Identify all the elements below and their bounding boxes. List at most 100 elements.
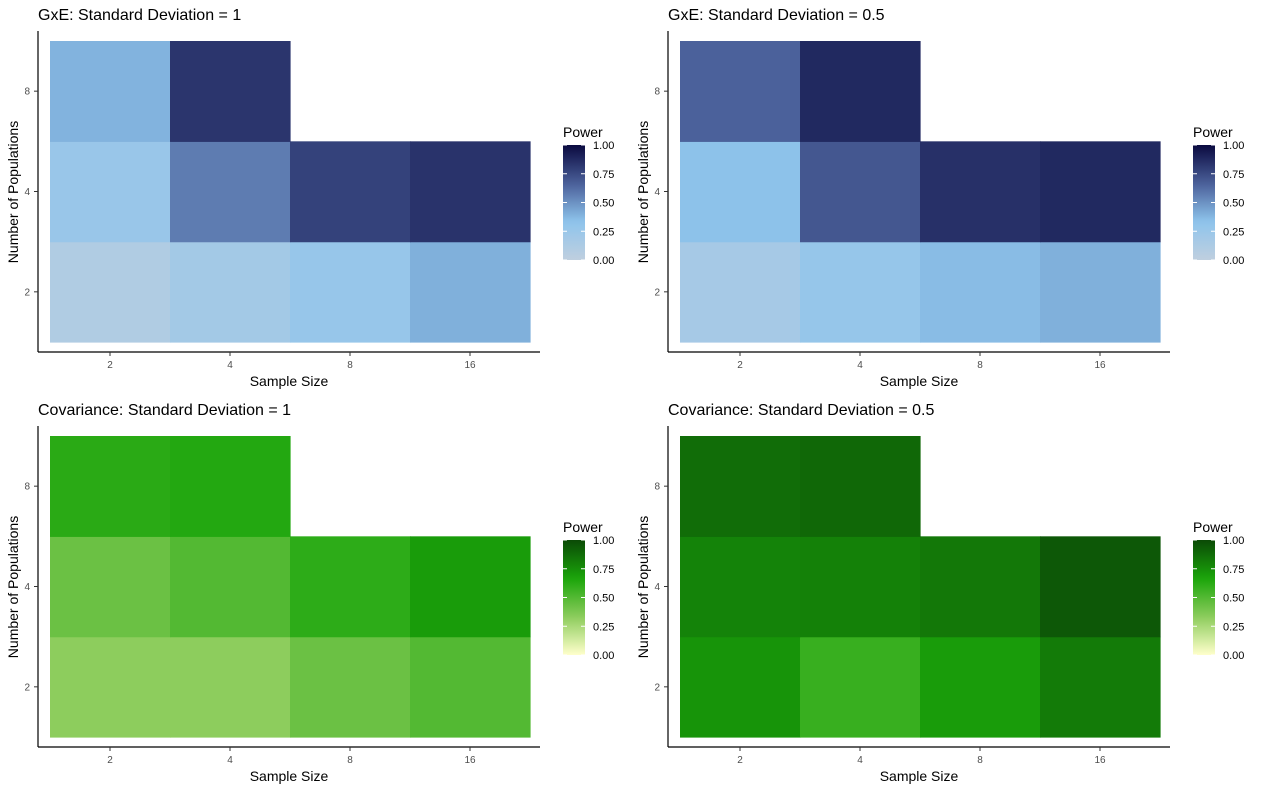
legend-tick-label: 0.25 xyxy=(593,621,614,633)
heatmap-cell-2-2 xyxy=(680,241,801,343)
x-tick-label: 2 xyxy=(107,360,113,371)
heatmap-cell-16-4 xyxy=(1040,141,1161,243)
y-tick-label: 8 xyxy=(24,482,30,493)
heatmap-cell-2-8 xyxy=(50,41,171,142)
legend-tick-label: 0.25 xyxy=(1223,621,1244,633)
heatmap-cell-16-4 xyxy=(410,536,531,638)
heatmap-cell-4-8 xyxy=(170,41,291,142)
x-tick-label: 4 xyxy=(227,755,233,766)
heatmap-cell-8-2 xyxy=(920,241,1041,343)
legend-colorbar xyxy=(563,145,585,260)
heatmap-cell-4-4 xyxy=(800,141,921,243)
y-tick-label: 2 xyxy=(24,287,30,298)
x-tick-label: 4 xyxy=(857,360,863,371)
heatmap-cell-2-4 xyxy=(680,141,801,243)
heatmap-cell-4-4 xyxy=(800,536,921,638)
heatmap-cell-8-2 xyxy=(290,636,411,738)
heatmap-cell-8-2 xyxy=(290,241,411,343)
x-tick-label: 8 xyxy=(347,360,353,371)
legend-title: Power xyxy=(1193,519,1233,535)
heatmap-cell-2-4 xyxy=(50,536,171,638)
heatmap-cell-2-4 xyxy=(680,536,801,638)
legend-tick-label: 1.00 xyxy=(593,140,614,152)
heatmap-cell-4-4 xyxy=(170,536,291,638)
y-axis-label: Number of Populations xyxy=(635,121,651,263)
x-tick-label: 16 xyxy=(464,360,476,371)
heatmap-cell-8-4 xyxy=(920,141,1041,243)
heatmap-cell-2-4 xyxy=(50,141,171,243)
legend-tick-label: 0.75 xyxy=(1223,564,1244,576)
x-axis-label: Sample Size xyxy=(250,373,329,389)
x-tick-label: 2 xyxy=(737,360,743,371)
x-tick-label: 8 xyxy=(347,755,353,766)
legend-tick-label: 1.00 xyxy=(1223,535,1244,547)
y-tick-label: 8 xyxy=(654,87,660,98)
heatmap-cell-2-2 xyxy=(50,241,171,343)
x-tick-label: 8 xyxy=(977,360,983,371)
legend-title: Power xyxy=(563,519,603,535)
legend-tick-label: 0.25 xyxy=(1223,226,1244,238)
heatmap-cell-4-8 xyxy=(800,436,921,537)
x-tick-label: 16 xyxy=(1094,360,1106,371)
y-axis-label: Number of Populations xyxy=(5,516,21,658)
heatmap-cell-8-2 xyxy=(920,636,1041,738)
heatmap-cell-4-8 xyxy=(170,436,291,537)
legend-tick-label: 0.00 xyxy=(1223,650,1244,662)
chart-panel-2: GxE: Standard Deviation = 0.52 4 8 16248Sam… xyxy=(635,7,1244,389)
heatmap-cell-16-2 xyxy=(410,241,531,343)
heatmap-cell-16-4 xyxy=(1040,536,1161,638)
heatmap-cell-2-8 xyxy=(680,41,801,142)
y-tick-label: 4 xyxy=(654,582,660,593)
x-axis-label: Sample Size xyxy=(880,373,959,389)
x-tick-label: 2 xyxy=(107,755,113,766)
x-axis-label: Sample Size xyxy=(880,768,959,784)
y-tick-label: 4 xyxy=(24,582,30,593)
legend-colorbar xyxy=(563,540,585,655)
heatmap-cell-8-4 xyxy=(290,141,411,243)
heatmap-cell-4-4 xyxy=(170,141,291,243)
legend-colorbar xyxy=(1193,145,1215,260)
x-tick-label: 16 xyxy=(464,755,476,766)
y-tick-label: 8 xyxy=(24,87,30,98)
heatmap-cell-4-2 xyxy=(170,636,291,738)
heatmap-cell-16-2 xyxy=(1040,636,1161,738)
legend-tick-label: 1.00 xyxy=(1223,140,1244,152)
heatmap-cell-8-4 xyxy=(290,536,411,638)
legend-title: Power xyxy=(1193,124,1233,140)
y-tick-label: 2 xyxy=(654,287,660,298)
heatmap-cell-2-8 xyxy=(50,436,171,537)
y-tick-label: 2 xyxy=(24,682,30,693)
legend-tick-label: 0.50 xyxy=(593,593,614,605)
x-tick-label: 4 xyxy=(227,360,233,371)
x-axis-label: Sample Size xyxy=(250,768,329,784)
heatmap-cell-16-4 xyxy=(410,141,531,243)
legend-tick-label: 0.50 xyxy=(593,198,614,210)
heatmap-cell-16-2 xyxy=(1040,241,1161,343)
legend-tick-label: 0.50 xyxy=(1223,198,1244,210)
legend-title: Power xyxy=(563,124,603,140)
x-tick-label: 8 xyxy=(977,755,983,766)
y-tick-label: 8 xyxy=(654,482,660,493)
heatmap-cell-4-2 xyxy=(800,636,921,738)
legend-tick-label: 0.00 xyxy=(1223,255,1244,267)
chart-title: Covariance: Standard Deviation = 1 xyxy=(38,402,291,419)
y-tick-label: 2 xyxy=(654,682,660,693)
legend-tick-label: 0.00 xyxy=(593,650,614,662)
heatmap-cell-4-2 xyxy=(800,241,921,343)
chart-title: Covariance: Standard Deviation = 0.5 xyxy=(668,402,934,419)
chart-panel-1: GxE: Standard Deviation = 12 4 8 16248Sampl… xyxy=(5,7,614,389)
legend-tick-label: 0.00 xyxy=(593,255,614,267)
chart-panel-4: Covariance: Standard Deviation = 0.5 2 4 8 1… xyxy=(635,402,1244,784)
heatmap-cell-16-2 xyxy=(410,636,531,738)
x-tick-label: 2 xyxy=(737,755,743,766)
heatmap-cell-2-8 xyxy=(680,436,801,537)
y-tick-label: 4 xyxy=(24,187,30,198)
legend-tick-label: 1.00 xyxy=(593,535,614,547)
x-tick-label: 4 xyxy=(857,755,863,766)
x-tick-label: 16 xyxy=(1094,755,1106,766)
legend-tick-label: 0.75 xyxy=(1223,169,1244,181)
heatmap-cell-4-8 xyxy=(800,41,921,142)
heatmap-cell-2-2 xyxy=(50,636,171,738)
chart-panel-3: Covariance: Standard Deviation = 1 2 4 8 16 2… xyxy=(5,402,614,784)
